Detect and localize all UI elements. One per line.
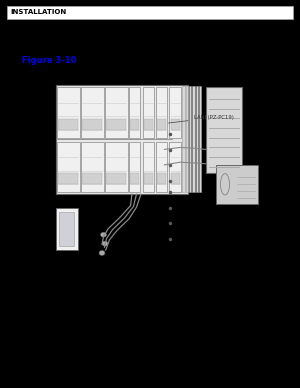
Bar [156,142,167,192]
Bar [129,87,140,138]
Bar [186,86,188,192]
Bar [82,119,102,130]
Ellipse shape [103,242,106,245]
Ellipse shape [102,234,105,236]
Bar [81,142,103,192]
Ellipse shape [100,252,103,254]
Bar [58,173,78,184]
Bar [169,142,181,192]
Bar [130,173,139,184]
Ellipse shape [100,232,106,237]
Bar [56,208,78,250]
Bar [157,119,166,130]
Ellipse shape [102,241,108,246]
Text: INSTALLATION: INSTALLATION [11,9,67,16]
Bar [59,212,74,246]
Bar [144,119,153,130]
Bar [157,173,166,184]
Bar [56,85,188,194]
Bar [171,119,180,130]
Bar [189,86,191,192]
Bar [182,86,185,192]
Ellipse shape [220,174,230,195]
Bar [129,142,140,192]
Bar [169,87,181,138]
Bar [142,142,154,192]
Bar [142,87,154,138]
Bar [196,86,198,192]
Bar [57,142,80,192]
Bar [199,86,201,192]
Bar [81,87,103,138]
Text: Figure 3-10: Figure 3-10 [22,55,77,65]
Bar [130,119,139,130]
Bar [106,119,126,130]
Bar [57,87,80,138]
Bar [82,173,102,184]
Bar [58,119,78,130]
Bar [192,86,195,192]
Bar [216,165,258,204]
Bar [7,6,293,19]
Bar [156,87,167,138]
Bar [171,173,180,184]
Bar [206,87,242,173]
Bar [144,173,153,184]
Bar [105,87,128,138]
Text: LANI (PZ-PC19): LANI (PZ-PC19) [168,115,233,123]
Bar [106,173,126,184]
Ellipse shape [99,251,105,255]
Bar [105,142,128,192]
